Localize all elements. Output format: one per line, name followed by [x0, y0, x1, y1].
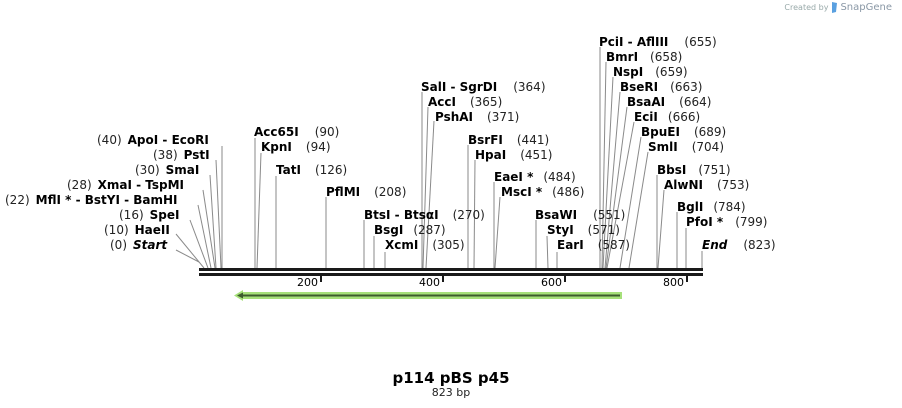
site-beri[interactable]: BseRI (663) [620, 80, 703, 94]
site-start[interactable]: (0) Start [110, 238, 168, 252]
site-styi[interactable]: StyI (571) [547, 223, 620, 237]
site-bsgi[interactable]: BsgI (287) [374, 223, 446, 237]
credit-brand: SnapGene [840, 2, 892, 13]
snapgene-logo-icon [832, 2, 838, 13]
site-sali-sgrdi[interactable]: SalI - SgrDI (364) [421, 80, 546, 94]
site-bsawi[interactable]: BsaWI (551) [535, 208, 626, 222]
site-bmri[interactable]: BmrI (658) [606, 50, 683, 64]
map-title: p114 pBS p45 [392, 369, 510, 387]
site-pshai[interactable]: PshAI (371) [435, 110, 520, 124]
site-bbsi[interactable]: BbsI (751) [657, 163, 731, 177]
site-kpni[interactable]: KpnI (94) [261, 140, 331, 154]
site-bsaai[interactable]: BsaAI (664) [627, 95, 712, 109]
site-end[interactable]: End (823) [702, 238, 776, 252]
site-msci[interactable]: MscI * (486) [501, 185, 585, 199]
credit-prefix: Created by [784, 3, 829, 12]
site-xmai-tspmi[interactable]: (28) XmaI - TspMI [67, 178, 185, 192]
site-mfli-bstyi-bamhi[interactable]: (22) MflI * - BstYI - BamHI [5, 193, 178, 207]
ruler-label-600: 600 [541, 276, 562, 289]
leader-lines [175, 47, 703, 269]
site-bpuei[interactable]: BpuEI (689) [641, 125, 727, 139]
site-psti[interactable]: (38) PstI [153, 148, 210, 162]
site-bsrfi[interactable]: BsrFI (441) [468, 133, 550, 147]
site-xcmi[interactable]: XcmI (305) [385, 238, 465, 252]
site-tati[interactable]: TatI (126) [276, 163, 348, 177]
site-spei[interactable]: (16) SpeI [119, 208, 180, 222]
site-nspi[interactable]: NspI (659) [613, 65, 688, 79]
site-hpai[interactable]: HpaI (451) [475, 148, 553, 162]
site-alwni[interactable]: AlwNI (753) [664, 178, 750, 192]
site-ecii[interactable]: EciI (666) [634, 110, 701, 124]
feature-arrow[interactable] [234, 290, 622, 301]
ruler-label-400: 400 [419, 276, 440, 289]
ruler-label-800: 800 [663, 276, 684, 289]
backbone-bottom-strand [199, 273, 703, 276]
site-eaei[interactable]: EaeI * (484) [494, 170, 576, 184]
backbone-top-strand [199, 268, 703, 271]
site-apoi-ecori[interactable]: (40) ApoI - EcoRI [97, 133, 209, 147]
snapgene-credit: Created by SnapGene [784, 2, 892, 13]
site-smli[interactable]: SmlI (704) [648, 140, 725, 154]
site-acci[interactable]: AccI (365) [428, 95, 503, 109]
site-smai[interactable]: (30) SmaI [135, 163, 200, 177]
site-bgli[interactable]: BglI (784) [677, 200, 746, 214]
site-pfoi[interactable]: PfoI * (799) [686, 215, 768, 229]
ruler-label-200: 200 [297, 276, 318, 289]
site-eari[interactable]: EarI (587) [557, 238, 630, 252]
site-pflmi[interactable]: PflMI (208) [326, 185, 407, 199]
site-pcii-afliii[interactable]: PciI - AflIII (655) [599, 35, 717, 49]
site-btsi-btsai[interactable]: BtsI - BtsαI (270) [364, 208, 485, 222]
ruler-ticks [320, 276, 688, 282]
map-length: 823 bp [431, 386, 471, 399]
site-acc65i[interactable]: Acc65I (90) [254, 125, 340, 139]
site-haeii[interactable]: (10) HaeII [104, 223, 170, 237]
